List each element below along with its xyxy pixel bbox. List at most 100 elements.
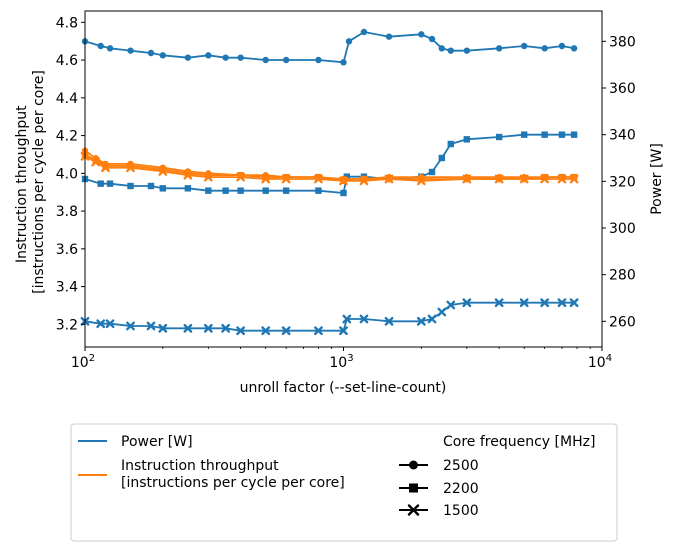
- legend-markers: [399, 460, 428, 516]
- legend: Power [W] Instruction throughput [instru…: [70, 423, 618, 542]
- data-point: [462, 298, 472, 308]
- legend-marker-2500: [409, 460, 418, 470]
- data-point: [428, 35, 436, 43]
- x-tick-base: 10: [71, 355, 89, 371]
- legend-label-ipc: Instruction throughput [instructions per…: [121, 458, 345, 491]
- data-point: [447, 140, 454, 148]
- data-point: [340, 189, 347, 197]
- data-point: [558, 42, 566, 50]
- data-point: [127, 182, 134, 190]
- legend-label-ipc-line-2: [instructions per cycle per core]: [121, 475, 345, 491]
- data-point: [569, 298, 579, 308]
- axes-layer: 102 103 1043.23.43.63.84.04.24.44.64.82602…: [56, 15, 636, 371]
- x-tick-label: 104: [588, 353, 612, 371]
- data-point: [570, 173, 578, 181]
- data-point: [183, 323, 193, 333]
- data-point: [570, 131, 578, 138]
- data-point: [158, 323, 168, 333]
- data-point: [558, 131, 566, 138]
- data-point: [541, 131, 548, 138]
- left-tick-label: 4.6: [56, 53, 78, 69]
- legend-frame: [70, 423, 618, 542]
- x-tick-exponent: 2: [89, 353, 95, 364]
- series-power-1500: [80, 298, 579, 336]
- data-point: [146, 321, 156, 331]
- data-point: [127, 47, 134, 54]
- right-tick-label: 300: [609, 221, 636, 237]
- data-point: [342, 314, 352, 324]
- data-point: [262, 173, 269, 181]
- data-point: [339, 176, 348, 186]
- data-point: [340, 59, 347, 66]
- left-tick-label: 4.4: [56, 91, 78, 107]
- x-tick-base: 10: [588, 355, 606, 371]
- data-point: [237, 54, 244, 61]
- data-point: [416, 316, 426, 326]
- data-point: [315, 187, 322, 194]
- data-point: [97, 42, 104, 50]
- data-point: [494, 174, 504, 184]
- data-point: [184, 170, 192, 177]
- legend-frequency-title: Core frequency [MHz]: [443, 434, 595, 450]
- data-point: [463, 47, 471, 54]
- data-point: [315, 173, 322, 181]
- data-point: [520, 131, 528, 138]
- left-axis-label-line-1: Instruction throughput: [14, 105, 30, 263]
- x-axis-label: unroll factor (--set-line-count): [240, 380, 447, 396]
- data-point: [159, 185, 167, 192]
- right-tick-label: 380: [609, 34, 636, 50]
- data-point: [360, 175, 368, 183]
- data-point: [158, 167, 168, 176]
- x-tick-label: 103: [329, 353, 353, 371]
- data-point: [281, 326, 291, 336]
- data-point: [494, 298, 504, 308]
- data-point: [558, 173, 566, 181]
- x-tick-exponent: 4: [606, 353, 612, 364]
- data-point: [222, 54, 229, 61]
- left-tick-label: 3.4: [56, 280, 78, 296]
- data-point: [438, 154, 445, 162]
- data-point: [540, 298, 550, 308]
- legend-label-2200: 2200: [443, 481, 479, 497]
- data-point: [96, 319, 106, 329]
- left-tick-label: 3.8: [56, 204, 78, 220]
- data-point: [557, 174, 567, 184]
- series-layer: [80, 28, 579, 336]
- data-point: [438, 45, 445, 52]
- data-point: [205, 187, 212, 194]
- legend-marker-2200: [409, 483, 418, 493]
- data-point: [495, 45, 503, 52]
- data-point: [92, 156, 99, 164]
- data-point: [222, 187, 229, 194]
- data-point: [126, 321, 135, 331]
- data-point: [184, 185, 192, 192]
- legend-marker-1500: [407, 504, 420, 516]
- data-point: [262, 187, 269, 194]
- left-axis-label-line-2: [instructions per cycle per core]: [31, 70, 47, 294]
- left-tick-label: 4.0: [56, 166, 78, 182]
- left-tick-label: 4.2: [56, 129, 78, 145]
- data-point: [105, 319, 115, 329]
- data-point: [205, 52, 212, 59]
- x-tick-label: 102: [71, 353, 95, 371]
- data-point: [314, 326, 323, 336]
- data-point: [541, 173, 548, 181]
- data-point: [519, 298, 529, 308]
- data-point: [557, 298, 567, 308]
- data-point: [384, 174, 394, 184]
- data-point: [159, 52, 167, 59]
- right-axis-label: Power [W]: [649, 143, 665, 215]
- data-point: [282, 187, 290, 194]
- right-tick-label: 280: [609, 268, 636, 284]
- left-tick-label: 4.8: [56, 15, 78, 31]
- data-point: [127, 162, 134, 169]
- data-point: [520, 42, 528, 50]
- data-point: [205, 172, 212, 179]
- data-point: [282, 56, 290, 64]
- data-point: [569, 174, 579, 184]
- right-tick-label: 320: [609, 174, 636, 190]
- data-point: [339, 326, 348, 336]
- right-tick-label: 340: [609, 128, 636, 144]
- right-tick-label: 260: [609, 314, 636, 330]
